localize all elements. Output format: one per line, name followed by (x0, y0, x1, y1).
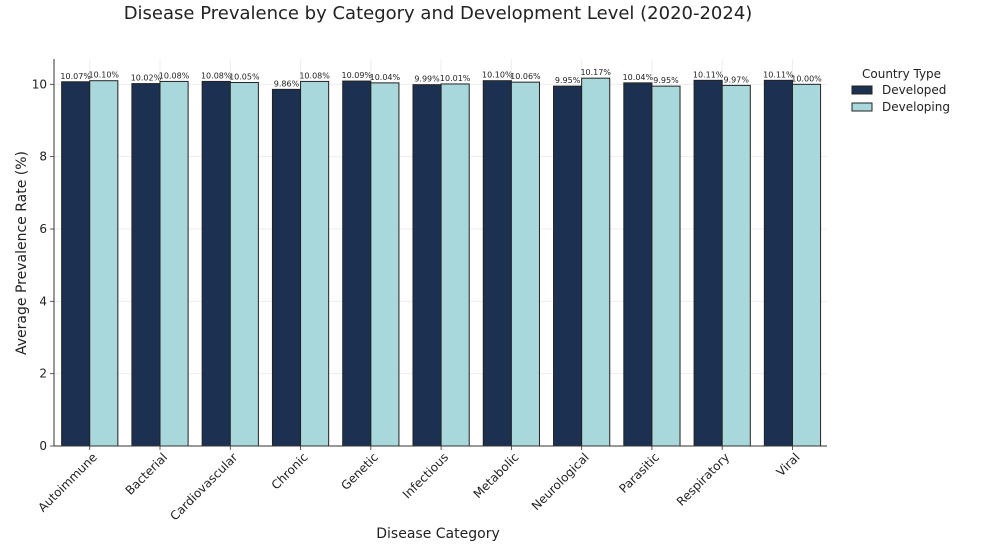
data-label: 10.08% (201, 71, 232, 80)
x-axis-title: Disease Category (376, 526, 499, 542)
data-label: 10.08% (299, 71, 330, 80)
data-label: 10.04% (370, 73, 401, 82)
bar-developing (440, 83, 470, 447)
y-tick-label: 2 (39, 367, 47, 381)
x-tick-label: Chronic (269, 450, 311, 492)
x-tick-label: Cardiovascular (167, 450, 240, 523)
bar-developed (342, 80, 372, 447)
bar-developing (89, 80, 119, 447)
x-tick-label: Metabolic (471, 450, 522, 501)
y-tick-label: 0 (39, 439, 47, 453)
data-label: 10.07% (60, 72, 91, 81)
y-tick-label: 8 (39, 150, 47, 164)
bar-developing (510, 81, 540, 447)
x-tick-label: Autoimmune (35, 450, 99, 514)
x-tick-label: Respiratory (674, 450, 733, 509)
bar-developing (651, 85, 681, 447)
data-label: 9.97% (724, 75, 750, 84)
data-label: 10.10% (89, 71, 120, 80)
labels-layer: 10.07% 10.02% 10.08%9.86%10.09% 9.99% 10.10%… (60, 68, 822, 88)
data-label: 10.01% (440, 74, 471, 83)
data-label: 10.05% (229, 73, 260, 82)
bar-developing (370, 82, 400, 447)
legend-swatch-developed (851, 85, 873, 95)
y-tick-label: 6 (39, 222, 47, 236)
bar-developing (791, 83, 822, 447)
bar-developing (581, 77, 611, 447)
bar-developed (131, 83, 161, 447)
y-tick-label: 4 (39, 294, 47, 308)
bar-developing (159, 80, 189, 447)
legend-swatch-developing (851, 102, 873, 112)
data-label: 10.04% (623, 73, 654, 82)
x-tick-label: Infectious (400, 450, 451, 501)
data-label: 10.11% (693, 70, 724, 79)
data-label: 9.95% (653, 76, 679, 85)
data-label: 10.00% (791, 74, 822, 83)
bar-developed (693, 79, 723, 447)
x-tick-label: Genetic (338, 450, 381, 493)
legend-label-developing: Developing (882, 100, 950, 114)
data-label: 9.99% (414, 75, 440, 84)
x-tick-label: Viral (774, 450, 803, 479)
bar-developing (229, 82, 259, 447)
data-label: 9.95% (555, 76, 581, 85)
bar-developing (300, 80, 330, 447)
legend-title: Country Type (862, 67, 941, 81)
bar-developed (623, 82, 653, 447)
y-axis-title: Average Prevalence Rate (%) (14, 151, 30, 355)
data-label: 10.08% (159, 71, 190, 80)
chart-title: Disease Prevalence by Category and Devel… (124, 3, 753, 24)
bar-developed (271, 88, 302, 447)
bar-developed (412, 84, 442, 447)
data-label: 10.02% (131, 74, 162, 83)
x-tick-label: Parasitic (616, 450, 662, 496)
data-label: 9.86% (274, 79, 300, 88)
x-tick-label: Neurological (529, 450, 592, 513)
bars-layer (61, 77, 822, 447)
bar-developed (201, 80, 231, 447)
data-label: 10.17% (580, 68, 611, 77)
bar-developed (763, 79, 793, 447)
y-tick-label: 10 (32, 77, 47, 91)
x-tick-label: Bacterial (123, 450, 171, 498)
data-label: 10.11% (763, 70, 794, 79)
data-label: 10.10% (482, 71, 513, 80)
data-label: 10.09% (342, 71, 373, 80)
bar-developed (482, 80, 512, 447)
legend-label-developed: Developed (882, 83, 946, 97)
bar-developed (61, 81, 91, 447)
data-label: 10.06% (510, 72, 541, 81)
bar-developed (553, 85, 583, 447)
bar-developing (721, 84, 751, 447)
legend: Country Type Developed Developing (851, 67, 950, 114)
